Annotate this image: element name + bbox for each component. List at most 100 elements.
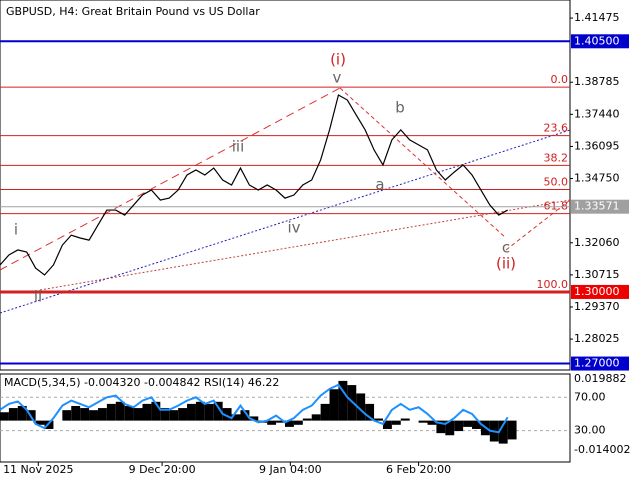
macd-bar (97, 408, 107, 421)
y-tick-label: 1.32060 (574, 236, 620, 249)
wave-label: ii (34, 288, 42, 306)
level-box (571, 34, 629, 49)
y2-tick-label: 30.00 (574, 424, 606, 437)
macd-bar (106, 403, 116, 421)
macd-bar (436, 420, 446, 434)
macd-bar (498, 420, 508, 444)
wave-label: iii (232, 138, 245, 156)
wave-label: i (14, 221, 18, 239)
wave-label: v (333, 69, 342, 87)
macd-bar (71, 405, 81, 421)
fib-label: 100.0 (537, 278, 569, 291)
wave-label: iv (287, 219, 300, 237)
macd-bar (231, 414, 241, 421)
macd-bar (374, 418, 383, 421)
macd-bar (293, 420, 303, 425)
price-line (0, 94, 508, 276)
macd-bar (347, 385, 357, 421)
indicator-title: MACD(5,34,5) -0.004320 -0.004842 RSI(14)… (4, 376, 279, 389)
macd-bar (320, 403, 330, 421)
trend-line (0, 129, 571, 314)
macd-bar (169, 410, 179, 421)
y-tick-label: 1.29370 (574, 300, 620, 313)
wave-line (339, 87, 507, 239)
level-label: 1.33571 (574, 200, 620, 213)
y-tick-label: -0.014002 (574, 443, 630, 456)
wave-label: a (375, 176, 384, 194)
y-tick-label: 1.36095 (574, 139, 620, 152)
level-label: 1.27000 (574, 357, 620, 370)
macd-bar (8, 408, 18, 421)
y-tick-label: 1.38785 (574, 75, 620, 88)
macd-bar (400, 418, 410, 421)
main-frame (0, 0, 571, 371)
fib-label: 23.6 (544, 122, 569, 135)
macd-bar (124, 405, 134, 421)
macd-bar (178, 408, 188, 421)
macd-bar (391, 420, 401, 425)
macd-bar (427, 420, 437, 425)
fib-label: 0.0 (551, 73, 569, 86)
macd-bar (507, 420, 517, 440)
trend-line (0, 87, 341, 271)
macd-bar (338, 380, 348, 421)
level-box (571, 356, 629, 371)
level-box (571, 284, 629, 299)
macd-bar (35, 420, 45, 425)
macd-bar (249, 416, 259, 421)
macd-bar (89, 410, 98, 421)
x-tick-label: 6 Feb 20:00 (386, 463, 451, 476)
y-tick-label: 0.019882 (574, 372, 627, 385)
macd-bar (267, 420, 277, 425)
sub-frame (0, 373, 571, 463)
wave-label: c (502, 239, 510, 257)
macd-bar (62, 410, 72, 421)
macd-bar (44, 420, 54, 429)
macd-bar (472, 420, 481, 429)
fib-label: 50.0 (544, 176, 569, 189)
macd-bar (240, 410, 250, 421)
macd-bar (365, 403, 375, 421)
rsi-line (0, 383, 509, 434)
fib-label: 38.2 (544, 151, 569, 164)
level-label: 1.30000 (574, 285, 620, 298)
y2-tick-label: 70.00 (574, 390, 606, 403)
macd-bar (213, 401, 223, 421)
fib-label: 61.8 (544, 200, 569, 213)
y-tick-label: 1.37440 (574, 107, 620, 120)
macd-bar (454, 420, 464, 432)
macd-bar (160, 408, 170, 421)
macd-bar (133, 408, 143, 421)
macd-bar (17, 405, 27, 421)
macd-bar (187, 403, 196, 421)
macd-bar (463, 420, 473, 427)
level-box (571, 199, 629, 214)
x-tick-label: 11 Nov 2025 (3, 463, 73, 476)
macd-bar (285, 420, 294, 427)
chart-title: GBPUSD, H4: Great Britain Pound vs US Do… (6, 5, 260, 18)
level-label: 1.40500 (574, 34, 620, 47)
macd-bar (0, 412, 9, 421)
macd-bar (80, 408, 90, 421)
macd-bar (142, 403, 152, 421)
wave-label: (i) (330, 51, 346, 69)
macd-bar (445, 420, 455, 436)
macd-bar (195, 401, 205, 421)
macd-bar (311, 414, 321, 421)
y-tick-label: 1.30715 (574, 268, 620, 281)
macd-bar (222, 408, 232, 421)
macd-bar (302, 418, 312, 421)
macd-bar (356, 393, 366, 421)
macd-bar (418, 420, 428, 423)
x-tick-label: 9 Jan 04:00 (259, 463, 322, 476)
y-tick-label: 1.41475 (574, 11, 620, 24)
x-tick-label: 9 Dec 20:00 (129, 463, 196, 476)
macd-bar (151, 401, 161, 421)
wave-label: b (395, 99, 405, 117)
macd-bar (204, 403, 214, 421)
wave-label: (ii) (496, 255, 516, 273)
macd-bar (329, 389, 339, 421)
macd-bar (276, 420, 285, 423)
trend-line (39, 199, 571, 291)
